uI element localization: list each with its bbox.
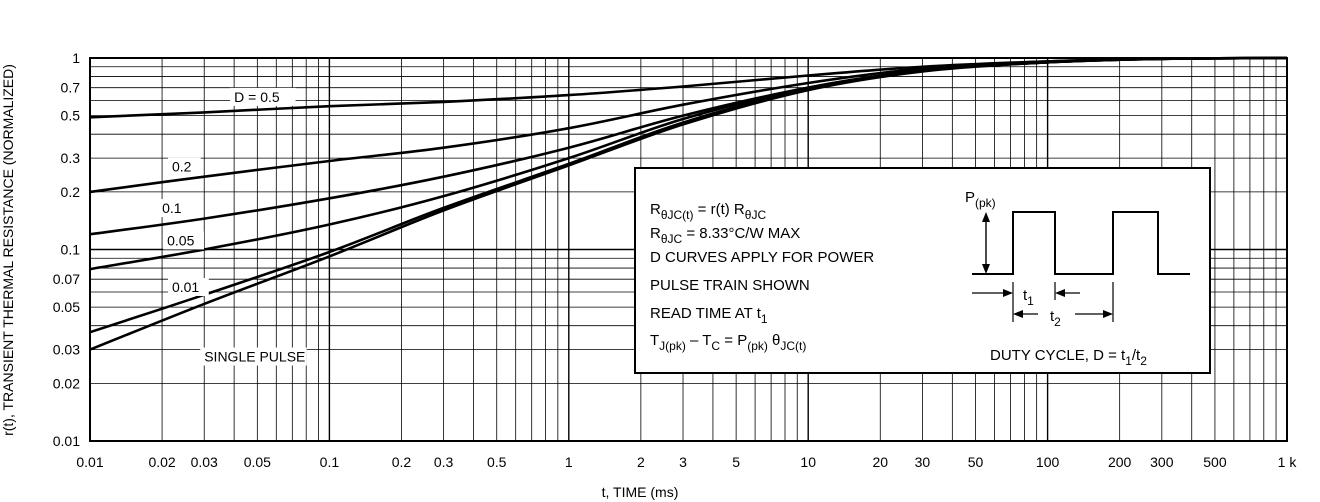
y-tick-label: 0.2 [61, 184, 81, 200]
plot-frame [89, 57, 1288, 442]
y-tick-label: 0.05 [53, 299, 80, 315]
plot-border [89, 57, 1288, 442]
curve-label-bg [163, 231, 204, 250]
t1-arrowhead-right [1055, 289, 1065, 297]
t2-arrowhead-left [1013, 310, 1023, 318]
x-tick-label: 100 [1036, 454, 1060, 470]
curve-label-5: SINGLE PULSE [204, 349, 305, 365]
annotation-line-2: RθJC = 8.33°C/W MAX [650, 225, 800, 246]
pulse-waveform [972, 211, 1190, 275]
x-tick-label: 50 [968, 454, 984, 470]
x-tick-label: 3 [679, 454, 687, 470]
y-axis-title: r(t), TRANSIENT THERMAL RESISTANCE (NORM… [0, 64, 16, 436]
y-tick-label: 0.5 [61, 108, 81, 124]
curve-label-3: 0.05 [167, 232, 194, 248]
curve-label-bg [200, 347, 307, 366]
ppk-arrow-up [982, 212, 990, 222]
duty-cycle-label: DUTY CYCLE, D = t1/t2 [990, 347, 1147, 368]
x-tick-label: 0.03 [191, 454, 218, 470]
x-tick-label: 10 [800, 454, 816, 470]
x-tick-label: 30 [915, 454, 931, 470]
x-tick-label: 0.05 [244, 454, 271, 470]
x-tick-label: 5 [732, 454, 740, 470]
annotation-line-4: PULSE TRAIN SHOWN [650, 277, 810, 294]
x-tick-label: 20 [872, 454, 888, 470]
y-tick-label: 0.03 [53, 342, 80, 358]
y-tick-label: 0.7 [61, 80, 81, 96]
x-tick-label: 0.2 [392, 454, 412, 470]
curve-label-bg [230, 87, 296, 106]
y-tick-label: 0.07 [53, 271, 80, 287]
curves [89, 56, 1288, 351]
annotation-line-1: RθJC(t) = r(t) RθJC [650, 201, 766, 222]
curve-labels: D = 0.5 0.2 0.1 0.05 0.01 SINGLE PULSE [158, 87, 307, 366]
x-tick-label: 500 [1203, 454, 1227, 470]
y-tick-label: 0.3 [61, 150, 81, 166]
ppk-arrow-down [982, 264, 990, 274]
x-tick-label: 2 [637, 454, 645, 470]
y-tick-label: 0.1 [61, 242, 81, 258]
curve-5 [89, 56, 1288, 351]
y-tick-label: 1 [72, 50, 80, 66]
annotation-box: RθJC(t) = r(t) RθJC RθJC = 8.33°C/W MAX D … [634, 167, 1211, 374]
ppk-label: P(pk) [965, 189, 996, 210]
t1-arrowhead-left [1003, 289, 1013, 297]
annotation-line-6: TJ(pk) – TC = P(pk) θJC(t) [650, 332, 806, 353]
t1-label: t1 [1023, 287, 1034, 308]
curve-label-1: 0.2 [172, 159, 192, 175]
x-tick-label: 0.01 [76, 454, 103, 470]
t2-arrowhead-right [1103, 310, 1113, 318]
x-tick-label: 300 [1150, 454, 1174, 470]
curve-label-bg [167, 157, 201, 176]
y-tick-label: 0.01 [53, 433, 80, 449]
curve-label-4: 0.01 [172, 279, 199, 295]
curve-label-bg [167, 277, 209, 296]
x-tick-label: 1 [565, 454, 573, 470]
annotation-frame [634, 167, 1211, 374]
x-tick-label: 0.02 [148, 454, 175, 470]
annotation-line-5: READ TIME AT t1 [650, 305, 768, 326]
y-tick-label: 0.02 [53, 375, 80, 391]
curve-label-0: D = 0.5 [234, 89, 280, 105]
x-tick-label: 0.3 [434, 454, 454, 470]
t2-label: t2 [1050, 308, 1061, 329]
tick-labels: 0.01 0.02 0.03 0.05 0.1 0.2 0.3 0.5 1 2 3 5 10 20 30 50… [53, 50, 1298, 470]
curve-label-bg [158, 199, 191, 218]
x-axis-title: t, TIME (ms) [602, 484, 679, 500]
x-tick-label: 0.1 [320, 454, 340, 470]
annotation-line-3: D CURVES APPLY FOR POWER [650, 249, 874, 266]
x-tick-label: 200 [1108, 454, 1132, 470]
x-tick-label: 0.5 [487, 454, 507, 470]
curve-label-2: 0.1 [162, 200, 182, 216]
x-tick-label: 1 k [1278, 454, 1298, 470]
